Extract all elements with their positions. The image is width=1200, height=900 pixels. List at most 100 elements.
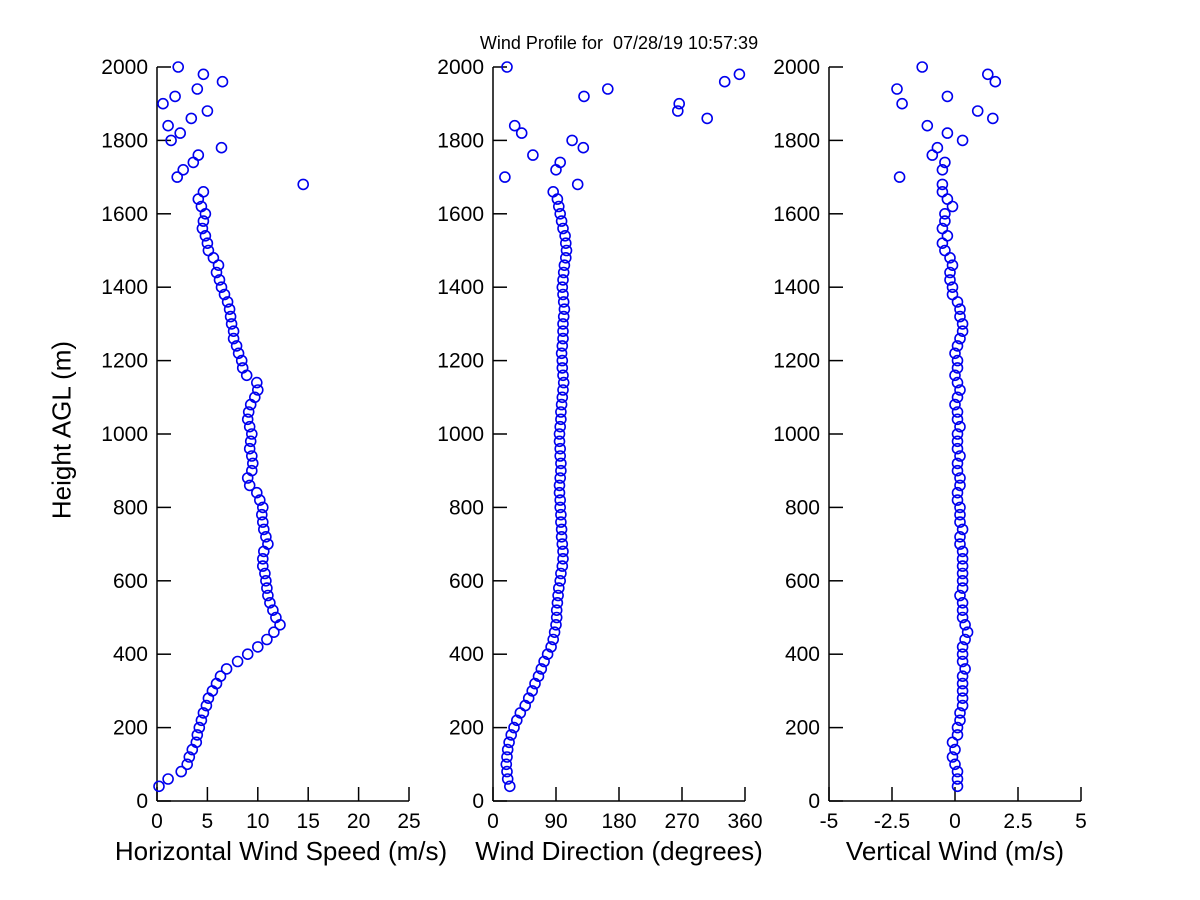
scatter-marker — [954, 310, 966, 323]
scatter-marker — [557, 384, 569, 396]
scatter-marker — [246, 450, 258, 462]
scatter-marker — [556, 391, 569, 404]
scatter-marker — [956, 545, 969, 558]
scatter-marker — [556, 340, 569, 352]
scatter-marker — [249, 391, 261, 404]
scatter-marker — [959, 618, 971, 631]
scatter-marker — [560, 244, 573, 257]
x-tick-label: 25 — [397, 810, 420, 833]
scatter-marker — [192, 149, 205, 161]
scatter-marker — [553, 479, 566, 492]
scatter-marker — [951, 457, 964, 470]
scatter-marker — [190, 736, 203, 749]
scatter-marker — [956, 567, 969, 580]
scatter-marker — [989, 75, 1002, 88]
scatter-marker — [954, 303, 966, 315]
scatter-marker — [931, 141, 944, 154]
scatter-marker — [602, 83, 614, 95]
scatter-marker — [251, 486, 263, 499]
x-tick-label: -5 — [820, 810, 839, 833]
scatter-marker — [956, 648, 969, 661]
y-tick-label: 600 — [113, 570, 148, 593]
x-axis-label-speed: Horizontal Wind Speed (m/s) — [114, 836, 448, 866]
y-tick-label: 800 — [113, 496, 148, 519]
scatter-marker — [954, 420, 966, 433]
scatter-marker — [220, 663, 233, 675]
scatter-marker — [181, 758, 194, 771]
scatter-marker — [227, 325, 240, 338]
scatter-marker — [243, 420, 256, 433]
y-tick-label: 200 — [449, 717, 484, 740]
scatter-marker — [718, 75, 731, 88]
x-axis-label-vertical: Vertical Wind (m/s) — [845, 836, 1065, 866]
scatter-marker — [951, 442, 964, 455]
vertical-wind-panel: 0 200 400 600 800 1000 1200 1400 1600 1800 2000 -5 -… — [773, 56, 1087, 833]
scatter-marker — [501, 751, 513, 763]
scatter-marker — [557, 369, 569, 382]
scatter-marker — [221, 296, 234, 308]
scatter-marker — [558, 303, 571, 315]
scatter-marker — [939, 156, 951, 169]
scatter-marker — [243, 442, 256, 455]
y-axis-label: Height AGL (m) — [46, 340, 77, 520]
x-tick-label: 0 — [487, 810, 499, 833]
scatter-marker — [526, 685, 539, 697]
scatter-marker — [157, 97, 169, 110]
scatter-marker — [547, 633, 560, 646]
scatter-marker — [559, 230, 571, 242]
scatter-marker — [207, 252, 220, 264]
scatter-marker — [553, 200, 565, 213]
scatter-marker — [501, 773, 514, 785]
scatter-marker — [954, 384, 966, 396]
scatter-marker — [556, 362, 569, 374]
x-tick-label: -2.5 — [874, 810, 910, 833]
scatter-marker — [956, 134, 969, 147]
x-tick-label: 15 — [297, 810, 320, 833]
scatter-marker — [532, 670, 545, 683]
scatter-marker — [944, 266, 956, 279]
scatter-marker — [500, 758, 513, 771]
scatter-marker — [956, 611, 969, 624]
scatter-marker — [555, 413, 567, 426]
scatter-marker — [547, 186, 560, 198]
scatter-marker — [553, 582, 565, 594]
scatter-marker — [941, 127, 954, 139]
scatter-marker — [954, 707, 966, 719]
x-tick-label: 360 — [727, 810, 762, 833]
scatter-marker — [218, 288, 231, 301]
scatter-marker — [956, 641, 969, 653]
x-tick-label: 0 — [949, 810, 961, 833]
scatter-marker — [177, 164, 190, 176]
y-tick-label: 0 — [472, 790, 484, 813]
y-tick-label: 1000 — [101, 423, 148, 446]
x-tick-label: 270 — [664, 810, 699, 833]
scatter-marker — [553, 486, 566, 499]
scatter-marker — [951, 486, 964, 499]
scatter-marker — [951, 435, 964, 448]
scatter-marker — [246, 464, 258, 477]
scatter-marker — [241, 648, 254, 661]
scatter-marker — [503, 780, 516, 793]
scatter-marker — [551, 596, 564, 609]
scatter-marker — [202, 244, 215, 257]
scatter-marker — [701, 112, 713, 125]
scatter-marker — [550, 611, 563, 624]
scatter-marker — [545, 641, 557, 653]
scatter-marker — [556, 560, 569, 572]
scatter-marker — [553, 435, 566, 448]
y-tick-label: 800 — [785, 496, 820, 519]
scatter-marker — [235, 354, 248, 367]
y-tick-label: 1200 — [101, 350, 148, 373]
scatter-marker — [555, 457, 567, 470]
scatter-marker — [954, 508, 966, 521]
y-tick-label: 1000 — [437, 423, 484, 446]
scatter-marker — [261, 633, 273, 646]
scatter-marker — [552, 589, 564, 602]
scatter-marker — [956, 318, 969, 330]
y-tick-label: 400 — [449, 643, 484, 666]
scatter-marker — [557, 222, 569, 235]
y-tick-label: 2000 — [773, 56, 820, 79]
scatter-marker — [153, 780, 165, 793]
scatter-marker — [197, 707, 210, 719]
scatter-marker — [577, 141, 590, 154]
